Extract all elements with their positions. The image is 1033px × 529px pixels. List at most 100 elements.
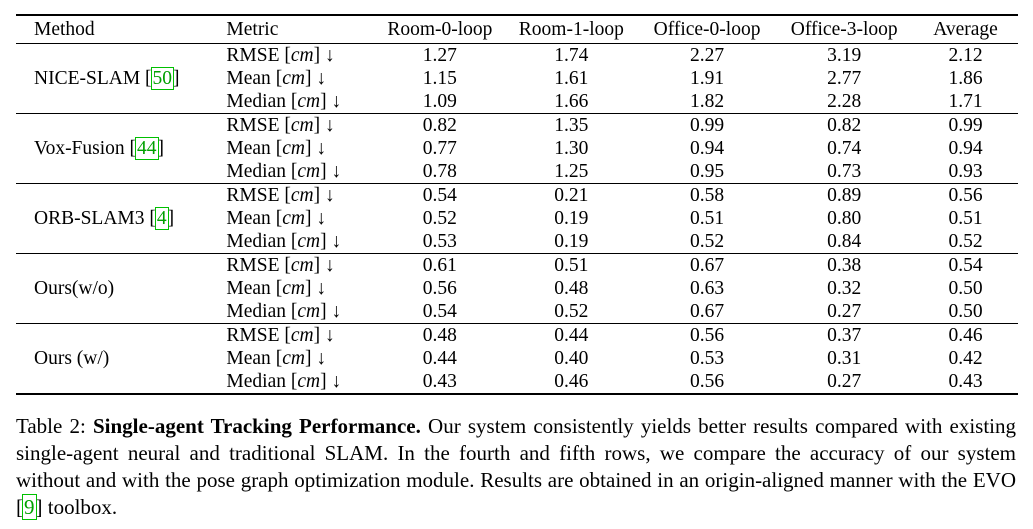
metric-cell: Mean [cm] ↓ — [226, 208, 327, 229]
table-row: Ours (w/) RMSE [cm] ↓ 0.48 0.44 0.56 0.37 0.46 — [16, 324, 1018, 369]
value-cell: 0.78 — [422, 161, 457, 182]
value-cell: 0.53 — [689, 348, 725, 369]
value-cell: 0.19 — [554, 208, 589, 229]
arrow-down-icon: ↓ — [316, 138, 327, 159]
metric-unit: cm — [297, 301, 321, 322]
value-cell: 0.27 — [827, 371, 862, 392]
table-row: Vox-Fusion [44] RMSE [cm] ↓ 0.82 1.35 0.99 0.… — [16, 114, 1018, 160]
value-cell: 0.77 — [422, 138, 457, 159]
value-cell: 0.56 — [689, 325, 725, 346]
value-cell: 0.67 — [689, 255, 725, 276]
arrow-down-icon: ↓ — [331, 371, 342, 392]
table-row: Mean [cm] ↓ 0.56 0.48 0.63 0.32 0.50 — [16, 277, 1018, 300]
value-cell: 0.32 — [827, 278, 862, 299]
table-caption: Table 2: Single-agent Tracking Performan… — [16, 414, 1017, 520]
metric-name: Mean — [226, 68, 271, 89]
caption-title: Single-agent Tracking Performance. — [92, 414, 421, 438]
metric-cell: RMSE [cm] ↓ — [226, 185, 335, 206]
value-cell: 0.51 — [948, 208, 983, 229]
value-cell: 0.73 — [827, 161, 862, 182]
value-cell: 0.43 — [948, 371, 983, 392]
value-cell: 2.27 — [689, 45, 725, 66]
value-cell: 1.82 — [689, 91, 725, 112]
value-cell: 0.27 — [827, 301, 862, 322]
arrow-down-icon: ↓ — [325, 255, 335, 276]
arrow-down-icon: ↓ — [331, 231, 342, 252]
value-cell: 0.93 — [948, 161, 983, 182]
value-cell: 0.51 — [689, 208, 725, 229]
value-cell: 0.61 — [422, 255, 457, 276]
metric-unit: cm — [290, 185, 314, 206]
value-cell: 1.74 — [554, 45, 589, 66]
value-cell: 0.51 — [554, 255, 589, 276]
arrow-down-icon: ↓ — [316, 68, 327, 89]
method-name: Ours(w/o) — [34, 278, 115, 299]
citation-link[interactable]: 9 — [22, 494, 37, 520]
value-cell: 0.43 — [422, 371, 457, 392]
metric-cell: Mean [cm] ↓ — [226, 68, 327, 89]
header-office-0-loop: Office-0-loop — [653, 19, 761, 40]
caption-text-end: toolbox. — [42, 495, 118, 519]
value-cell: 0.37 — [827, 325, 862, 346]
arrow-down-icon: ↓ — [325, 45, 335, 66]
metric-name: RMSE — [226, 255, 280, 276]
metric-cell: Mean [cm] ↓ — [226, 138, 327, 159]
header-room-0-loop: Room-0-loop — [387, 19, 493, 40]
value-cell: 0.46 — [948, 325, 983, 346]
method-name: Ours (w/) — [34, 348, 110, 369]
header-office-3-loop: Office-3-loop — [790, 19, 898, 40]
table-row: Median [cm] ↓ 0.54 0.52 0.67 0.27 0.50 — [16, 300, 1018, 324]
value-cell: 0.80 — [827, 208, 862, 229]
value-cell: 1.09 — [422, 91, 457, 112]
citation-link[interactable]: 4 — [154, 207, 169, 230]
header-metric: Metric — [226, 19, 279, 40]
value-cell: 0.56 — [689, 371, 725, 392]
value-cell: 0.89 — [827, 185, 862, 206]
metric-name: Mean — [226, 138, 271, 159]
value-cell: 0.82 — [827, 115, 862, 136]
arrow-down-icon: ↓ — [325, 115, 335, 136]
value-cell: 0.42 — [948, 348, 983, 369]
method-cell: Vox-Fusion [44] — [34, 137, 165, 160]
metric-name: Median — [226, 91, 286, 112]
metric-name: Mean — [226, 348, 271, 369]
header-average: Average — [933, 19, 998, 40]
header-method: Method — [34, 19, 95, 40]
arrow-down-icon: ↓ — [331, 161, 342, 182]
value-cell: 0.84 — [827, 231, 862, 252]
table-row: Mean [cm] ↓ 0.52 0.19 0.51 0.80 0.51 — [16, 207, 1018, 230]
metric-unit: cm — [297, 91, 321, 112]
value-cell: 0.56 — [948, 185, 983, 206]
value-cell: 0.67 — [689, 301, 725, 322]
value-cell: 1.86 — [948, 68, 983, 89]
caption-text: Our system consistently yields better re… — [16, 414, 1017, 492]
value-cell: 0.21 — [554, 185, 589, 206]
method-cell: Ours(w/o) — [16, 254, 226, 324]
arrow-down-icon: ↓ — [316, 278, 327, 299]
citation-link[interactable]: 44 — [135, 137, 159, 160]
method-name: ORB-SLAM3 — [34, 208, 150, 229]
results-table: Method Metric Room-0-loop Room-1-loop Of… — [16, 14, 1018, 395]
value-cell: 0.54 — [422, 185, 457, 206]
value-cell: 0.54 — [948, 255, 983, 276]
metric-name: Median — [226, 371, 286, 392]
value-cell: 1.30 — [554, 138, 589, 159]
metric-cell: RMSE [cm] ↓ — [226, 325, 335, 346]
value-cell: 0.48 — [422, 325, 457, 346]
value-cell: 0.54 — [422, 301, 457, 322]
value-cell: 0.52 — [422, 208, 457, 229]
value-cell: 0.95 — [689, 161, 725, 182]
arrow-down-icon: ↓ — [316, 348, 327, 369]
value-cell: 2.77 — [827, 68, 862, 89]
table-row: Median [cm] ↓ 0.53 0.19 0.52 0.84 0.52 — [16, 230, 1018, 254]
citation-link[interactable]: 50 — [150, 67, 175, 90]
value-cell: 0.40 — [554, 348, 589, 369]
table-row: Mean [cm] ↓ 0.44 0.40 0.53 0.31 0.42 — [16, 347, 1018, 370]
value-cell: 0.31 — [827, 348, 862, 369]
metric-unit: cm — [290, 115, 314, 136]
metric-unit: cm — [297, 161, 321, 182]
method-name: NICE-SLAM — [34, 68, 146, 89]
value-cell: 1.27 — [422, 45, 457, 66]
value-cell: 0.58 — [689, 185, 725, 206]
value-cell: 3.19 — [827, 45, 862, 66]
